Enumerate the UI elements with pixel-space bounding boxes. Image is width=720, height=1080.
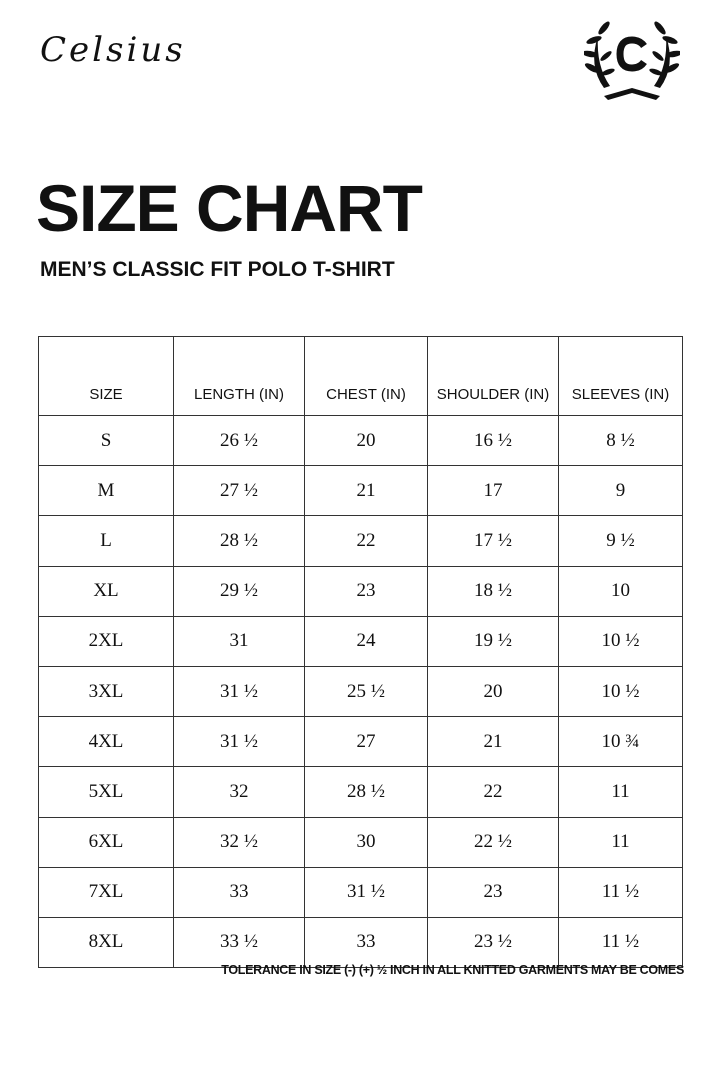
cell-size: M xyxy=(38,465,174,517)
cell-length: 27 ½ xyxy=(173,465,305,517)
cell-size: 3XL xyxy=(38,665,174,718)
table-row: 2XL 31 24 19 ½ 10 ½ xyxy=(38,615,683,667)
cell-length: 31 xyxy=(173,615,305,667)
cell-sleeves: 11 xyxy=(558,816,683,868)
page-subtitle: MEN’S CLASSIC FIT POLO T-SHIRT xyxy=(40,258,395,281)
cell-size: XL xyxy=(38,565,174,617)
size-chart-table: SIZE LENGTH (IN) CHEST (IN) SHOULDER (IN… xyxy=(38,336,683,969)
cell-shoulder: 21 xyxy=(427,716,559,768)
cell-length: 32 ½ xyxy=(173,816,305,868)
cell-length: 33 xyxy=(173,866,305,918)
cell-sleeves: 11 ½ xyxy=(558,866,683,918)
table-row: 8XL 33 ½ 33 23 ½ 11 ½ xyxy=(38,916,683,969)
cell-length: 26 ½ xyxy=(173,414,305,467)
cell-shoulder: 16 ½ xyxy=(427,414,559,467)
cell-chest: 30 xyxy=(304,816,428,868)
cell-chest: 23 xyxy=(304,565,428,617)
table-row: 7XL 33 31 ½ 23 11 ½ xyxy=(38,866,683,918)
cell-sleeves: 10 ¾ xyxy=(558,716,683,768)
cell-shoulder: 22 xyxy=(427,766,559,818)
page-title: SIZE CHART xyxy=(36,171,423,245)
brand-wordmark: Celsius xyxy=(40,30,186,70)
cell-chest: 27 xyxy=(304,716,428,768)
cell-shoulder: 18 ½ xyxy=(427,565,559,617)
cell-shoulder: 17 xyxy=(427,465,559,517)
cell-sleeves: 11 xyxy=(558,766,683,818)
table-row: 3XL 31 ½ 25 ½ 20 10 ½ xyxy=(38,665,683,718)
cell-shoulder: 17 ½ xyxy=(427,515,559,567)
table-header-row: SIZE LENGTH (IN) CHEST (IN) SHOULDER (IN… xyxy=(38,336,683,416)
table-row: XL 29 ½ 23 18 ½ 10 xyxy=(38,565,683,617)
cell-sleeves: 9 xyxy=(558,465,683,517)
header-length: LENGTH (IN) xyxy=(173,336,305,416)
cell-chest: 22 xyxy=(304,515,428,567)
table-row: 5XL 32 28 ½ 22 11 xyxy=(38,766,683,818)
laurel-logo-icon xyxy=(584,21,680,100)
cell-size: L xyxy=(38,515,174,567)
cell-length: 31 ½ xyxy=(173,716,305,768)
cell-length: 28 ½ xyxy=(173,515,305,567)
header-sleeves: SLEEVES (IN) xyxy=(558,336,683,416)
cell-chest: 25 ½ xyxy=(304,665,428,718)
cell-chest: 31 ½ xyxy=(304,866,428,918)
cell-length: 29 ½ xyxy=(173,565,305,617)
cell-size: 8XL xyxy=(38,916,174,969)
cell-sleeves: 11 ½ xyxy=(558,916,683,969)
cell-chest: 28 ½ xyxy=(304,766,428,818)
cell-chest: 20 xyxy=(304,414,428,467)
cell-chest: 21 xyxy=(304,465,428,517)
table-row: 6XL 32 ½ 30 22 ½ 11 xyxy=(38,816,683,868)
cell-shoulder: 20 xyxy=(427,665,559,718)
header-size: SIZE xyxy=(38,336,174,416)
header-chest: CHEST (IN) xyxy=(304,336,428,416)
cell-size: 4XL xyxy=(38,716,174,768)
table-row: 4XL 31 ½ 27 21 10 ¾ xyxy=(38,716,683,768)
cell-sleeves: 10 ½ xyxy=(558,665,683,718)
cell-sleeves: 9 ½ xyxy=(558,515,683,567)
cell-length: 33 ½ xyxy=(173,916,305,969)
cell-size: 7XL xyxy=(38,866,174,918)
cell-chest: 24 xyxy=(304,615,428,667)
cell-sleeves: 10 ½ xyxy=(558,615,683,667)
table-row: M 27 ½ 21 17 9 xyxy=(38,465,683,517)
cell-sleeves: 8 ½ xyxy=(558,414,683,467)
cell-shoulder: 19 ½ xyxy=(427,615,559,667)
cell-chest: 33 xyxy=(304,916,428,969)
cell-size: 5XL xyxy=(38,766,174,818)
header-shoulder: SHOULDER (IN) xyxy=(427,336,559,416)
cell-length: 31 ½ xyxy=(173,665,305,718)
cell-size: 6XL xyxy=(38,816,174,868)
cell-size: S xyxy=(38,414,174,467)
cell-sleeves: 10 xyxy=(558,565,683,617)
cell-shoulder: 23 ½ xyxy=(427,916,559,969)
cell-size: 2XL xyxy=(38,615,174,667)
cell-length: 32 xyxy=(173,766,305,818)
cell-shoulder: 23 xyxy=(427,866,559,918)
cell-shoulder: 22 ½ xyxy=(427,816,559,868)
tolerance-note: TOLERANCE IN SIZE (-) (+) ½ INCH IN ALL … xyxy=(221,963,684,977)
